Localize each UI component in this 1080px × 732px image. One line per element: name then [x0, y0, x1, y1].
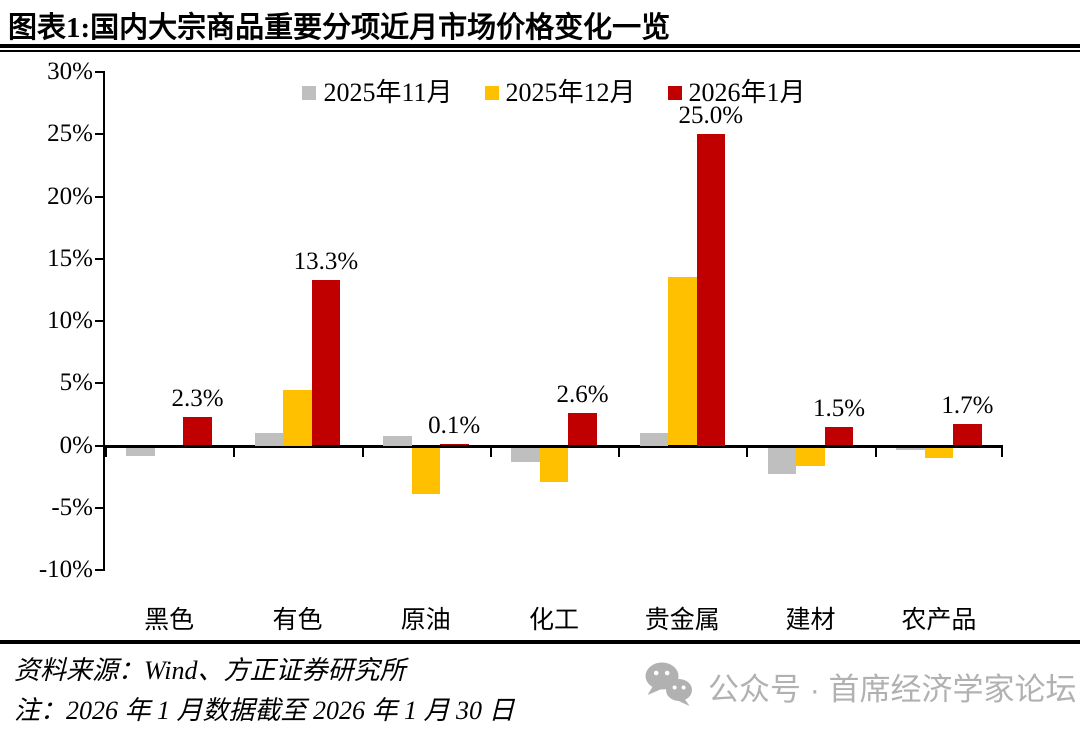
- bar: [311, 279, 341, 446]
- x-axis-category-label: 有色: [272, 607, 323, 634]
- bar-value-label: 1.7%: [941, 392, 994, 420]
- x-axis-category-label: 化工: [529, 607, 580, 634]
- x-axis-category-label: 建材: [785, 607, 836, 634]
- y-axis-tick: [95, 382, 105, 385]
- legend-item: 2025年12月: [484, 78, 636, 108]
- x-axis-tick: [618, 447, 621, 457]
- y-axis-tick-label: -10%: [38, 556, 93, 583]
- x-axis-tick: [233, 447, 236, 457]
- y-axis-tick: [95, 506, 105, 509]
- bar-value-label: 2.3%: [171, 384, 224, 412]
- x-axis-category-label: 贵金属: [644, 607, 720, 634]
- watermark-label: 公众号 · 首席经济学家论坛: [708, 672, 1077, 707]
- y-axis-tick-label: 30%: [47, 58, 93, 85]
- bar-value-label: 0.1%: [428, 412, 481, 440]
- bar-value-label: 13.3%: [293, 247, 359, 275]
- bar: [696, 134, 725, 446]
- y-axis-tick-label: 10%: [47, 307, 93, 334]
- bar-value-label: 25.0%: [678, 102, 744, 130]
- bar: [126, 447, 155, 457]
- bar: [411, 447, 440, 494]
- x-axis-tick: [489, 447, 492, 457]
- legend-label: 2025年12月: [505, 78, 636, 107]
- bar: [896, 447, 925, 450]
- x-axis-tick: [746, 447, 749, 457]
- plot-area: 30% 25% 20% 15% 10% 5% 0% -5% -10% 2.3% 13.3% 0.1% 2…: [39, 58, 1003, 634]
- legend-item: 2025年11月: [302, 78, 453, 108]
- y-axis-tick-label: 25%: [47, 120, 93, 148]
- bar: [767, 447, 797, 474]
- y-axis-tick: [95, 444, 105, 447]
- x-axis-category-label: 农产品: [901, 607, 977, 634]
- y-axis-tick-label: 5%: [59, 369, 93, 397]
- y-axis-tick-label: 20%: [47, 182, 93, 210]
- bar: [824, 426, 854, 446]
- header-rule-thin: [0, 50, 1080, 52]
- x-axis-category-label: 黑色: [144, 607, 195, 634]
- bar: [796, 447, 825, 467]
- legend-marker: [667, 86, 682, 100]
- x-axis-tick: [1001, 447, 1003, 457]
- chart-title: 图表1:国内大宗商品重要分项近月市场价格变化一览: [8, 12, 671, 44]
- bar: [283, 389, 312, 446]
- y-axis-tick: [95, 320, 105, 322]
- bar: [639, 433, 668, 446]
- bar-value-label: 2.6%: [556, 381, 609, 409]
- bar: [953, 424, 982, 446]
- legend-marker: [484, 86, 499, 100]
- y-axis-tick: [95, 133, 105, 136]
- bar: [511, 447, 540, 463]
- header-rule-thick: [0, 44, 1080, 48]
- x-axis-tick: [361, 447, 364, 457]
- legend-marker: [302, 86, 317, 100]
- bar: [440, 444, 469, 446]
- wechat-icon: [642, 660, 696, 713]
- legend-item: 2026年1月: [667, 78, 806, 108]
- source-note: 资料来源：Wind、方正证券研究所: [14, 656, 406, 685]
- y-axis-tick: [95, 257, 105, 260]
- y-axis-tick: [95, 71, 105, 73]
- footer-rule: [0, 640, 1080, 644]
- y-axis-tick: [95, 195, 105, 198]
- x-axis-category-label: 原油: [400, 607, 451, 634]
- bar: [568, 413, 597, 446]
- bar: [383, 435, 412, 446]
- legend-label: 2025年11月: [323, 78, 453, 107]
- x-axis-tick: [105, 447, 107, 457]
- y-axis-tick: [95, 569, 105, 571]
- y-axis-tick-label: -5%: [51, 493, 93, 521]
- legend-label: 2026年1月: [688, 78, 806, 107]
- x-axis-tick: [874, 447, 877, 457]
- y-axis-tick-label: 15%: [47, 244, 93, 272]
- wechat-watermark: 公众号 · 首席经济学家论坛: [642, 660, 1077, 713]
- data-cutoff-note: 注：2026 年 1 月数据截至 2026 年 1 月 30 日: [14, 696, 515, 725]
- bar-value-label: 1.5%: [813, 394, 866, 422]
- x-axis-line: [105, 444, 1003, 448]
- bar: [668, 277, 697, 446]
- bar: [183, 416, 212, 446]
- y-axis-tick-label: 0%: [59, 431, 93, 459]
- legend: 2025年11月 2025年12月 2026年1月: [105, 78, 1003, 108]
- bar: [539, 447, 569, 483]
- bar: [254, 433, 284, 446]
- bar: [924, 447, 954, 458]
